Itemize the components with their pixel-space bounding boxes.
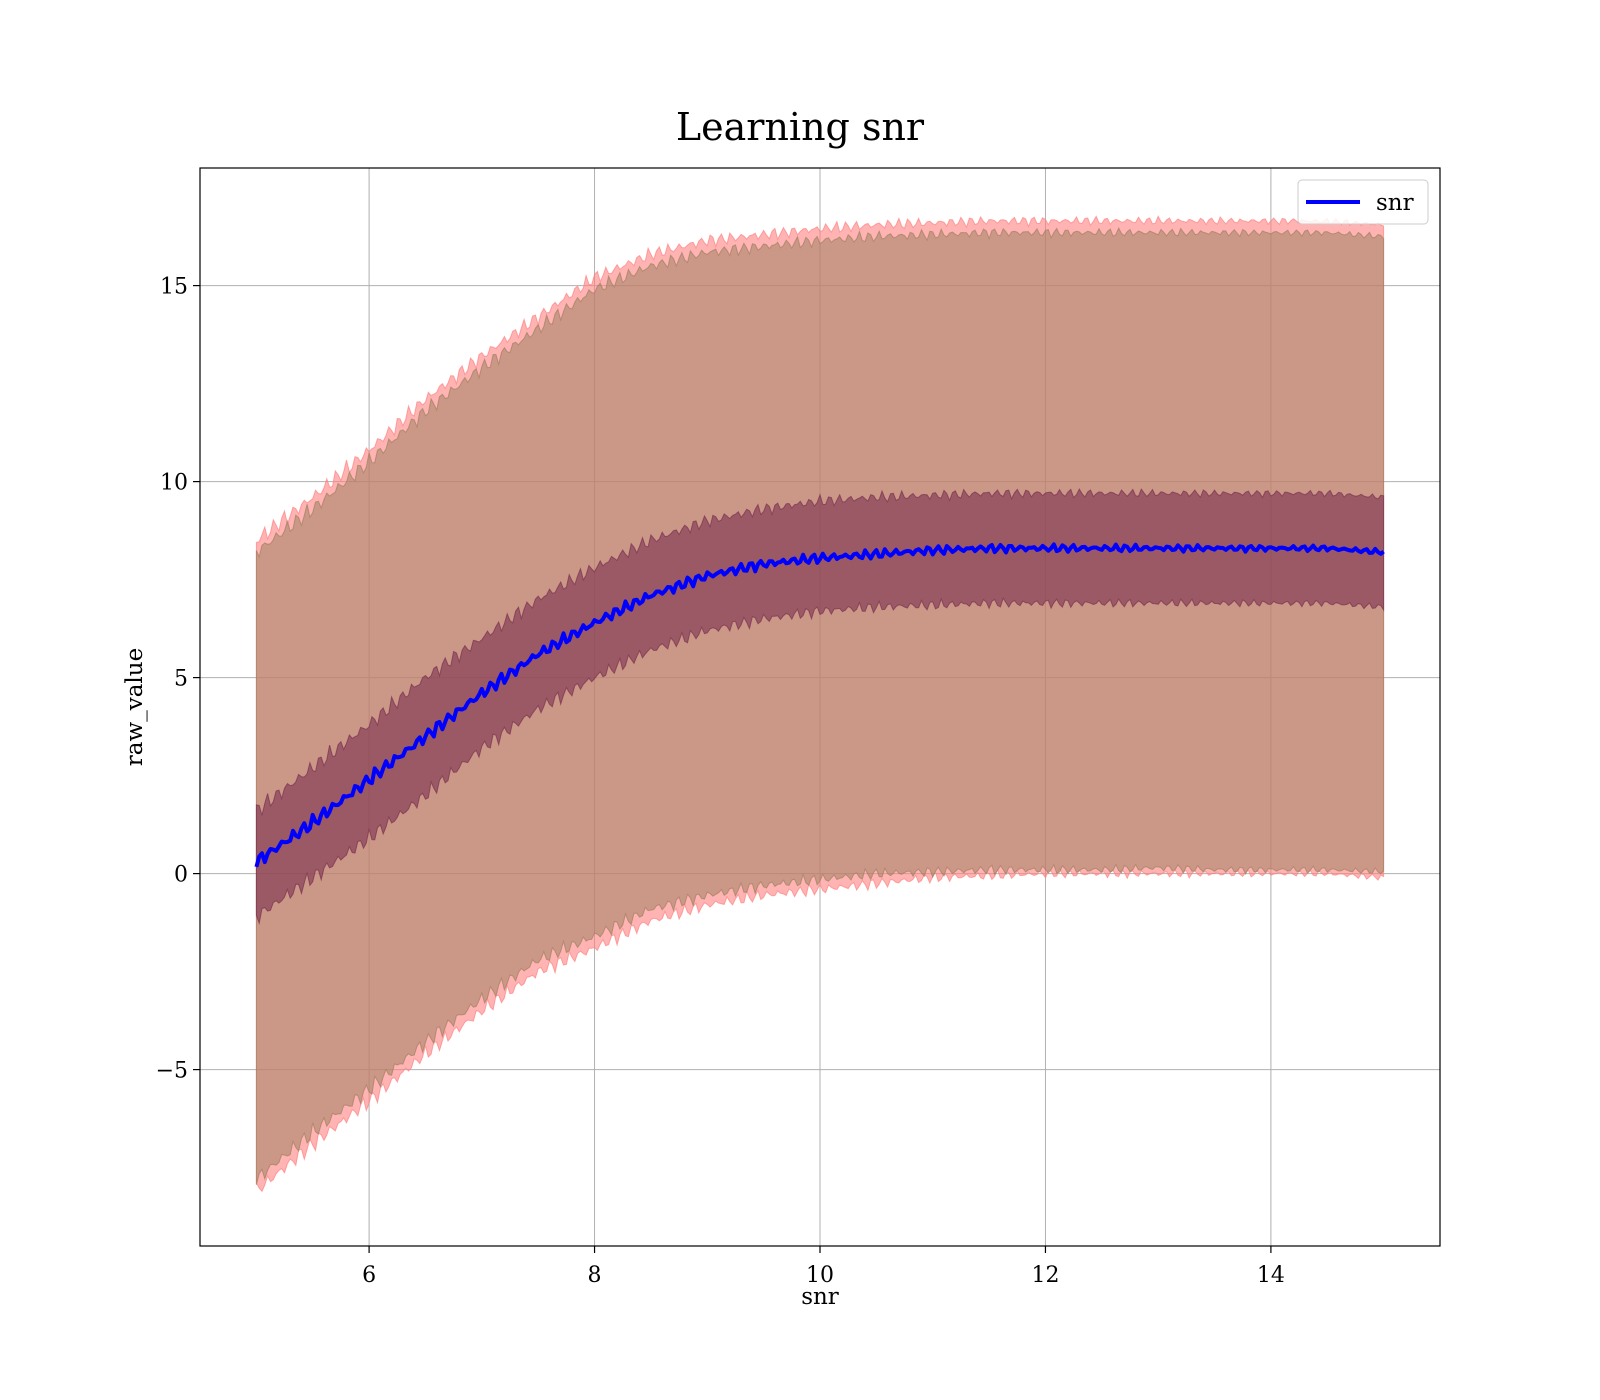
legend-label-snr: snr xyxy=(1376,190,1414,216)
y-axis-label: raw_value xyxy=(122,648,148,766)
x-axis-label: snr xyxy=(801,1284,839,1310)
y-tick-label: 15 xyxy=(160,275,188,300)
x-tick-label: 8 xyxy=(588,1263,602,1288)
y-tick-label: −5 xyxy=(156,1059,188,1084)
line-layer xyxy=(254,542,1385,868)
y-tick-label: 10 xyxy=(160,471,188,496)
legend: snr xyxy=(1297,179,1429,225)
legend-box xyxy=(1297,179,1429,225)
y-axis: −5 0 5 10 15 xyxy=(156,275,200,1084)
band-layer xyxy=(255,215,1385,1193)
x-tick-label: 6 xyxy=(362,1263,376,1288)
series-line-snr xyxy=(254,542,1385,868)
band-area xyxy=(255,488,1385,926)
x-tick-label: 10 xyxy=(806,1263,834,1288)
band-area xyxy=(255,226,1385,1185)
x-tick-label: 14 xyxy=(1257,1263,1285,1288)
chart-title: Learning snr xyxy=(676,105,925,149)
x-axis: 6 8 10 12 14 xyxy=(362,1246,1285,1288)
x-tick-label: 12 xyxy=(1031,1263,1059,1288)
y-tick-label: 5 xyxy=(174,667,188,692)
y-tick-label: 0 xyxy=(174,863,188,888)
